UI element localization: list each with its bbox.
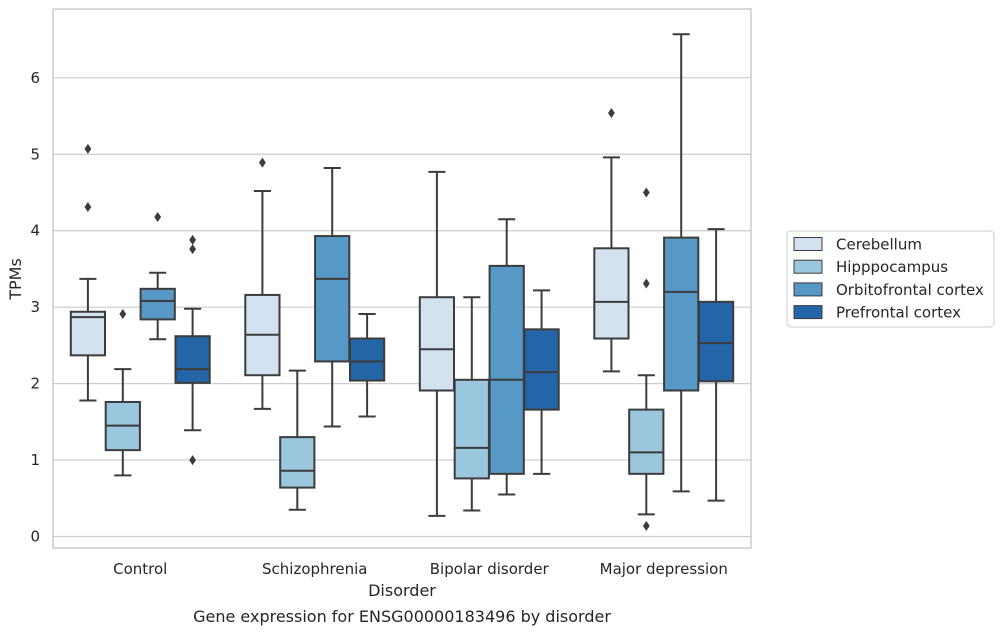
box-body [348, 337, 386, 382]
y-tick-label: 3 [30, 298, 40, 316]
legend-label: Cerebellum [836, 236, 922, 254]
legend-label: Orbitofrontal cortex [836, 281, 984, 299]
y-tick-label: 6 [30, 69, 40, 87]
outlier-point [84, 143, 92, 154]
legend-swatch [793, 259, 823, 274]
x-tick-label: Bipolar disorder [430, 560, 550, 578]
box-2-1 [453, 296, 490, 512]
box-1-1 [279, 369, 316, 511]
box-1-2 [314, 167, 351, 428]
box-body [418, 296, 456, 392]
y-tick-label: 2 [30, 375, 40, 393]
legend-label: Prefrontal cortex [836, 304, 961, 322]
box-body [697, 300, 735, 383]
y-axis-label: TPMs [6, 258, 25, 301]
box-2-0 [418, 170, 456, 517]
box-3-0 [593, 107, 630, 373]
x-tick-label: Control [113, 560, 167, 578]
box-body [174, 335, 211, 384]
outlier-point [608, 107, 615, 118]
box-1-3 [348, 313, 386, 418]
x-tick-label: Schizophrenia [262, 560, 367, 578]
y-tick-label: 5 [30, 145, 40, 163]
box-3-3 [697, 228, 735, 502]
outlier-point [189, 234, 196, 245]
box-0-2 [139, 211, 176, 341]
x-tick-label: Major depression [600, 560, 728, 578]
box-0-1 [104, 309, 141, 477]
box-body [523, 328, 560, 411]
legend-frame [786, 230, 995, 328]
outlier-point [154, 211, 162, 222]
box-0-3 [174, 234, 211, 466]
box-0-0 [69, 143, 107, 402]
legend-label: Hipppocampus [836, 258, 948, 276]
x-axis-label: Disorder [368, 581, 436, 600]
outlier-point [259, 157, 266, 168]
outlier-point [84, 202, 92, 213]
box-body [628, 408, 665, 475]
figure-caption: Gene expression for ENSG00000183496 by d… [193, 607, 611, 626]
box-body [663, 236, 700, 392]
outlier-point [119, 309, 127, 320]
legend-swatch [793, 237, 823, 251]
y-tick-labels: 0 1 2 3 4 5 6 [30, 69, 40, 546]
boxes [69, 33, 735, 531]
box-2-3 [523, 289, 560, 475]
box-body [279, 436, 316, 489]
box-body [453, 378, 490, 480]
box-body [593, 247, 630, 340]
outlier-point [642, 187, 650, 198]
outlier-point [642, 520, 650, 531]
y-tick-label: 4 [30, 222, 40, 240]
outlier-point [189, 244, 196, 255]
legend: Cerebellum Hipppocampus Orbitofrontal cort… [786, 230, 995, 328]
outlier-point [189, 455, 196, 466]
box-body [69, 310, 107, 357]
y-tick-label: 1 [30, 451, 40, 469]
box-3-1 [628, 187, 665, 531]
x-tick-labels: Control Schizophrenia Bipolar disorder Majo… [113, 560, 728, 578]
box-1-0 [244, 157, 281, 410]
outlier-point [642, 278, 650, 289]
legend-entries: Cerebellum Hipppocampus Orbitofrontal cort… [793, 236, 984, 322]
box-body [314, 235, 351, 363]
box-body [488, 264, 525, 475]
box-body [139, 287, 176, 321]
legend-swatch [793, 282, 823, 297]
y-tick-label: 0 [30, 528, 40, 546]
legend-swatch [793, 305, 823, 320]
